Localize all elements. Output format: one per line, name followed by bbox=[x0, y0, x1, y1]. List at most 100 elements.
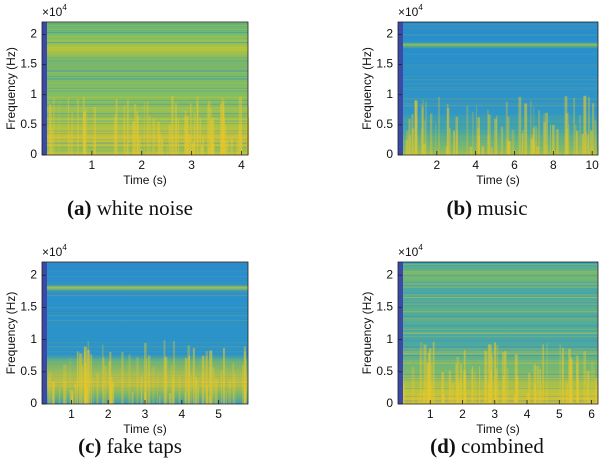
x-tick-label: 4 bbox=[472, 158, 479, 172]
texture bbox=[42, 144, 248, 146]
x-tick-label: 2 bbox=[105, 407, 112, 421]
texture bbox=[42, 112, 248, 114]
texture bbox=[398, 287, 598, 288]
y-tick-label: 1.5 bbox=[20, 300, 37, 314]
texture bbox=[42, 291, 248, 293]
texture bbox=[42, 47, 248, 48]
caption: (d) combined bbox=[430, 434, 544, 458]
texture bbox=[132, 121, 136, 155]
texture bbox=[398, 129, 598, 131]
texture bbox=[398, 281, 598, 283]
texture bbox=[131, 391, 134, 404]
texture bbox=[42, 71, 248, 73]
texture bbox=[127, 100, 129, 155]
texture bbox=[219, 103, 223, 155]
texture bbox=[487, 134, 490, 155]
texture bbox=[156, 120, 160, 155]
texture bbox=[595, 377, 598, 404]
texture bbox=[146, 358, 148, 404]
texture bbox=[485, 351, 488, 404]
texture bbox=[423, 120, 426, 155]
texture bbox=[220, 138, 222, 155]
texture bbox=[136, 115, 139, 155]
texture bbox=[196, 377, 199, 404]
texture bbox=[398, 35, 598, 37]
texture bbox=[83, 131, 86, 155]
texture bbox=[490, 355, 493, 404]
texture bbox=[42, 312, 248, 313]
texture bbox=[398, 376, 598, 378]
x-tick-label: 3 bbox=[188, 158, 195, 172]
texture bbox=[42, 142, 248, 144]
texture bbox=[456, 356, 460, 404]
texture bbox=[398, 275, 598, 277]
texture bbox=[398, 138, 598, 140]
texture bbox=[42, 275, 248, 277]
texture bbox=[539, 369, 542, 404]
texture bbox=[398, 49, 598, 51]
texture bbox=[490, 147, 493, 155]
y-scale-base: ×10 bbox=[398, 5, 419, 19]
y-scale-exponent: 4 bbox=[418, 243, 423, 252]
texture bbox=[121, 351, 124, 404]
y-tick-label: 0.5 bbox=[376, 364, 393, 378]
texture bbox=[224, 124, 227, 155]
texture bbox=[209, 350, 212, 404]
texture bbox=[42, 90, 248, 92]
texture bbox=[487, 344, 491, 404]
texture bbox=[235, 141, 239, 155]
texture bbox=[398, 28, 598, 30]
texture bbox=[420, 104, 423, 155]
texture bbox=[42, 345, 248, 347]
texture bbox=[83, 133, 86, 155]
texture bbox=[42, 327, 248, 328]
texture bbox=[398, 36, 598, 38]
texture bbox=[583, 96, 587, 155]
texture bbox=[540, 386, 543, 404]
texture bbox=[42, 113, 248, 114]
texture bbox=[42, 346, 248, 348]
texture bbox=[42, 32, 248, 33]
texture bbox=[184, 142, 187, 155]
texture bbox=[172, 141, 176, 155]
texture bbox=[583, 95, 587, 155]
texture bbox=[398, 377, 598, 378]
texture bbox=[83, 351, 86, 404]
texture bbox=[42, 326, 248, 328]
texture bbox=[484, 374, 486, 404]
texture bbox=[209, 350, 213, 404]
texture bbox=[58, 100, 60, 155]
texture bbox=[398, 103, 598, 105]
texture bbox=[215, 378, 217, 404]
texture bbox=[77, 99, 79, 155]
caption-text: fake taps bbox=[107, 434, 182, 458]
texture bbox=[398, 22, 403, 155]
texture bbox=[586, 134, 590, 155]
texture bbox=[420, 127, 424, 155]
texture bbox=[42, 57, 248, 59]
texture bbox=[409, 135, 411, 155]
texture bbox=[42, 123, 248, 125]
texture bbox=[42, 266, 248, 268]
texture bbox=[42, 284, 248, 286]
texture bbox=[109, 351, 112, 404]
texture bbox=[456, 130, 458, 155]
texture bbox=[575, 124, 577, 155]
texture bbox=[42, 146, 248, 148]
texture bbox=[42, 262, 248, 263]
texture bbox=[191, 142, 193, 155]
texture bbox=[536, 146, 540, 155]
texture bbox=[556, 129, 559, 155]
texture bbox=[42, 143, 248, 145]
texture bbox=[536, 127, 538, 155]
texture bbox=[190, 103, 192, 155]
texture bbox=[177, 117, 180, 155]
texture bbox=[398, 34, 598, 35]
texture bbox=[42, 97, 248, 98]
texture bbox=[42, 367, 248, 369]
x-tick-label: 5 bbox=[556, 407, 563, 421]
texture bbox=[42, 118, 248, 120]
texture bbox=[494, 342, 496, 404]
texture bbox=[113, 116, 116, 155]
texture bbox=[398, 148, 598, 150]
